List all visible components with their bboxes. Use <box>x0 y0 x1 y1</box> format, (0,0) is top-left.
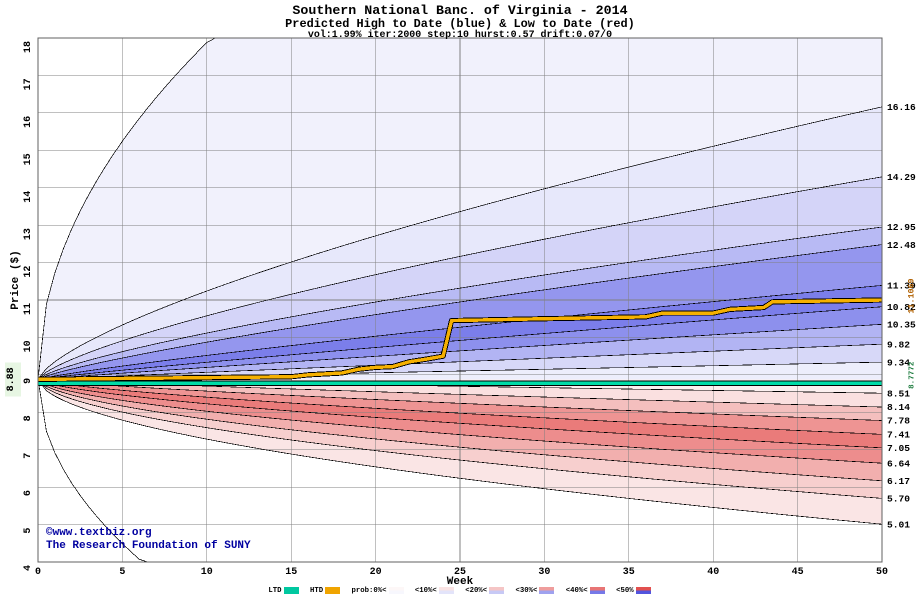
svg-text:7.41: 7.41 <box>887 430 910 441</box>
svg-text:15: 15 <box>23 153 34 165</box>
svg-text:16.16: 16.16 <box>887 102 916 113</box>
svg-text:8.88: 8.88 <box>6 367 17 391</box>
svg-text:9: 9 <box>23 378 34 384</box>
svg-text:6.17: 6.17 <box>887 476 910 487</box>
svg-text:10.35: 10.35 <box>887 320 916 331</box>
svg-text:9.82: 9.82 <box>887 339 910 350</box>
svg-text:8.14: 8.14 <box>887 402 910 413</box>
svg-text:8.51: 8.51 <box>887 388 910 399</box>
svg-text:12.48: 12.48 <box>887 240 916 251</box>
svg-text:7: 7 <box>23 453 34 459</box>
svg-text:7.78: 7.78 <box>887 416 910 427</box>
svg-text:4: 4 <box>23 565 34 571</box>
svg-text:14.29: 14.29 <box>887 172 916 183</box>
svg-text:16: 16 <box>23 116 34 128</box>
svg-text:5: 5 <box>23 528 34 534</box>
svg-text:8.7772: 8.7772 <box>909 361 917 389</box>
svg-text:11.1069: 11.1069 <box>907 278 917 313</box>
svg-text:8: 8 <box>23 415 34 421</box>
svg-text:9.34: 9.34 <box>887 357 910 368</box>
svg-text:5.70: 5.70 <box>887 494 910 505</box>
svg-text:17: 17 <box>23 78 34 90</box>
svg-text:14: 14 <box>23 191 34 203</box>
svg-text:18: 18 <box>23 41 34 53</box>
svg-text:6.64: 6.64 <box>887 458 910 469</box>
svg-text:7.05: 7.05 <box>887 443 910 454</box>
svg-text:5.01: 5.01 <box>887 519 910 530</box>
svg-text:12.95: 12.95 <box>887 222 916 233</box>
svg-text:6: 6 <box>23 490 34 496</box>
